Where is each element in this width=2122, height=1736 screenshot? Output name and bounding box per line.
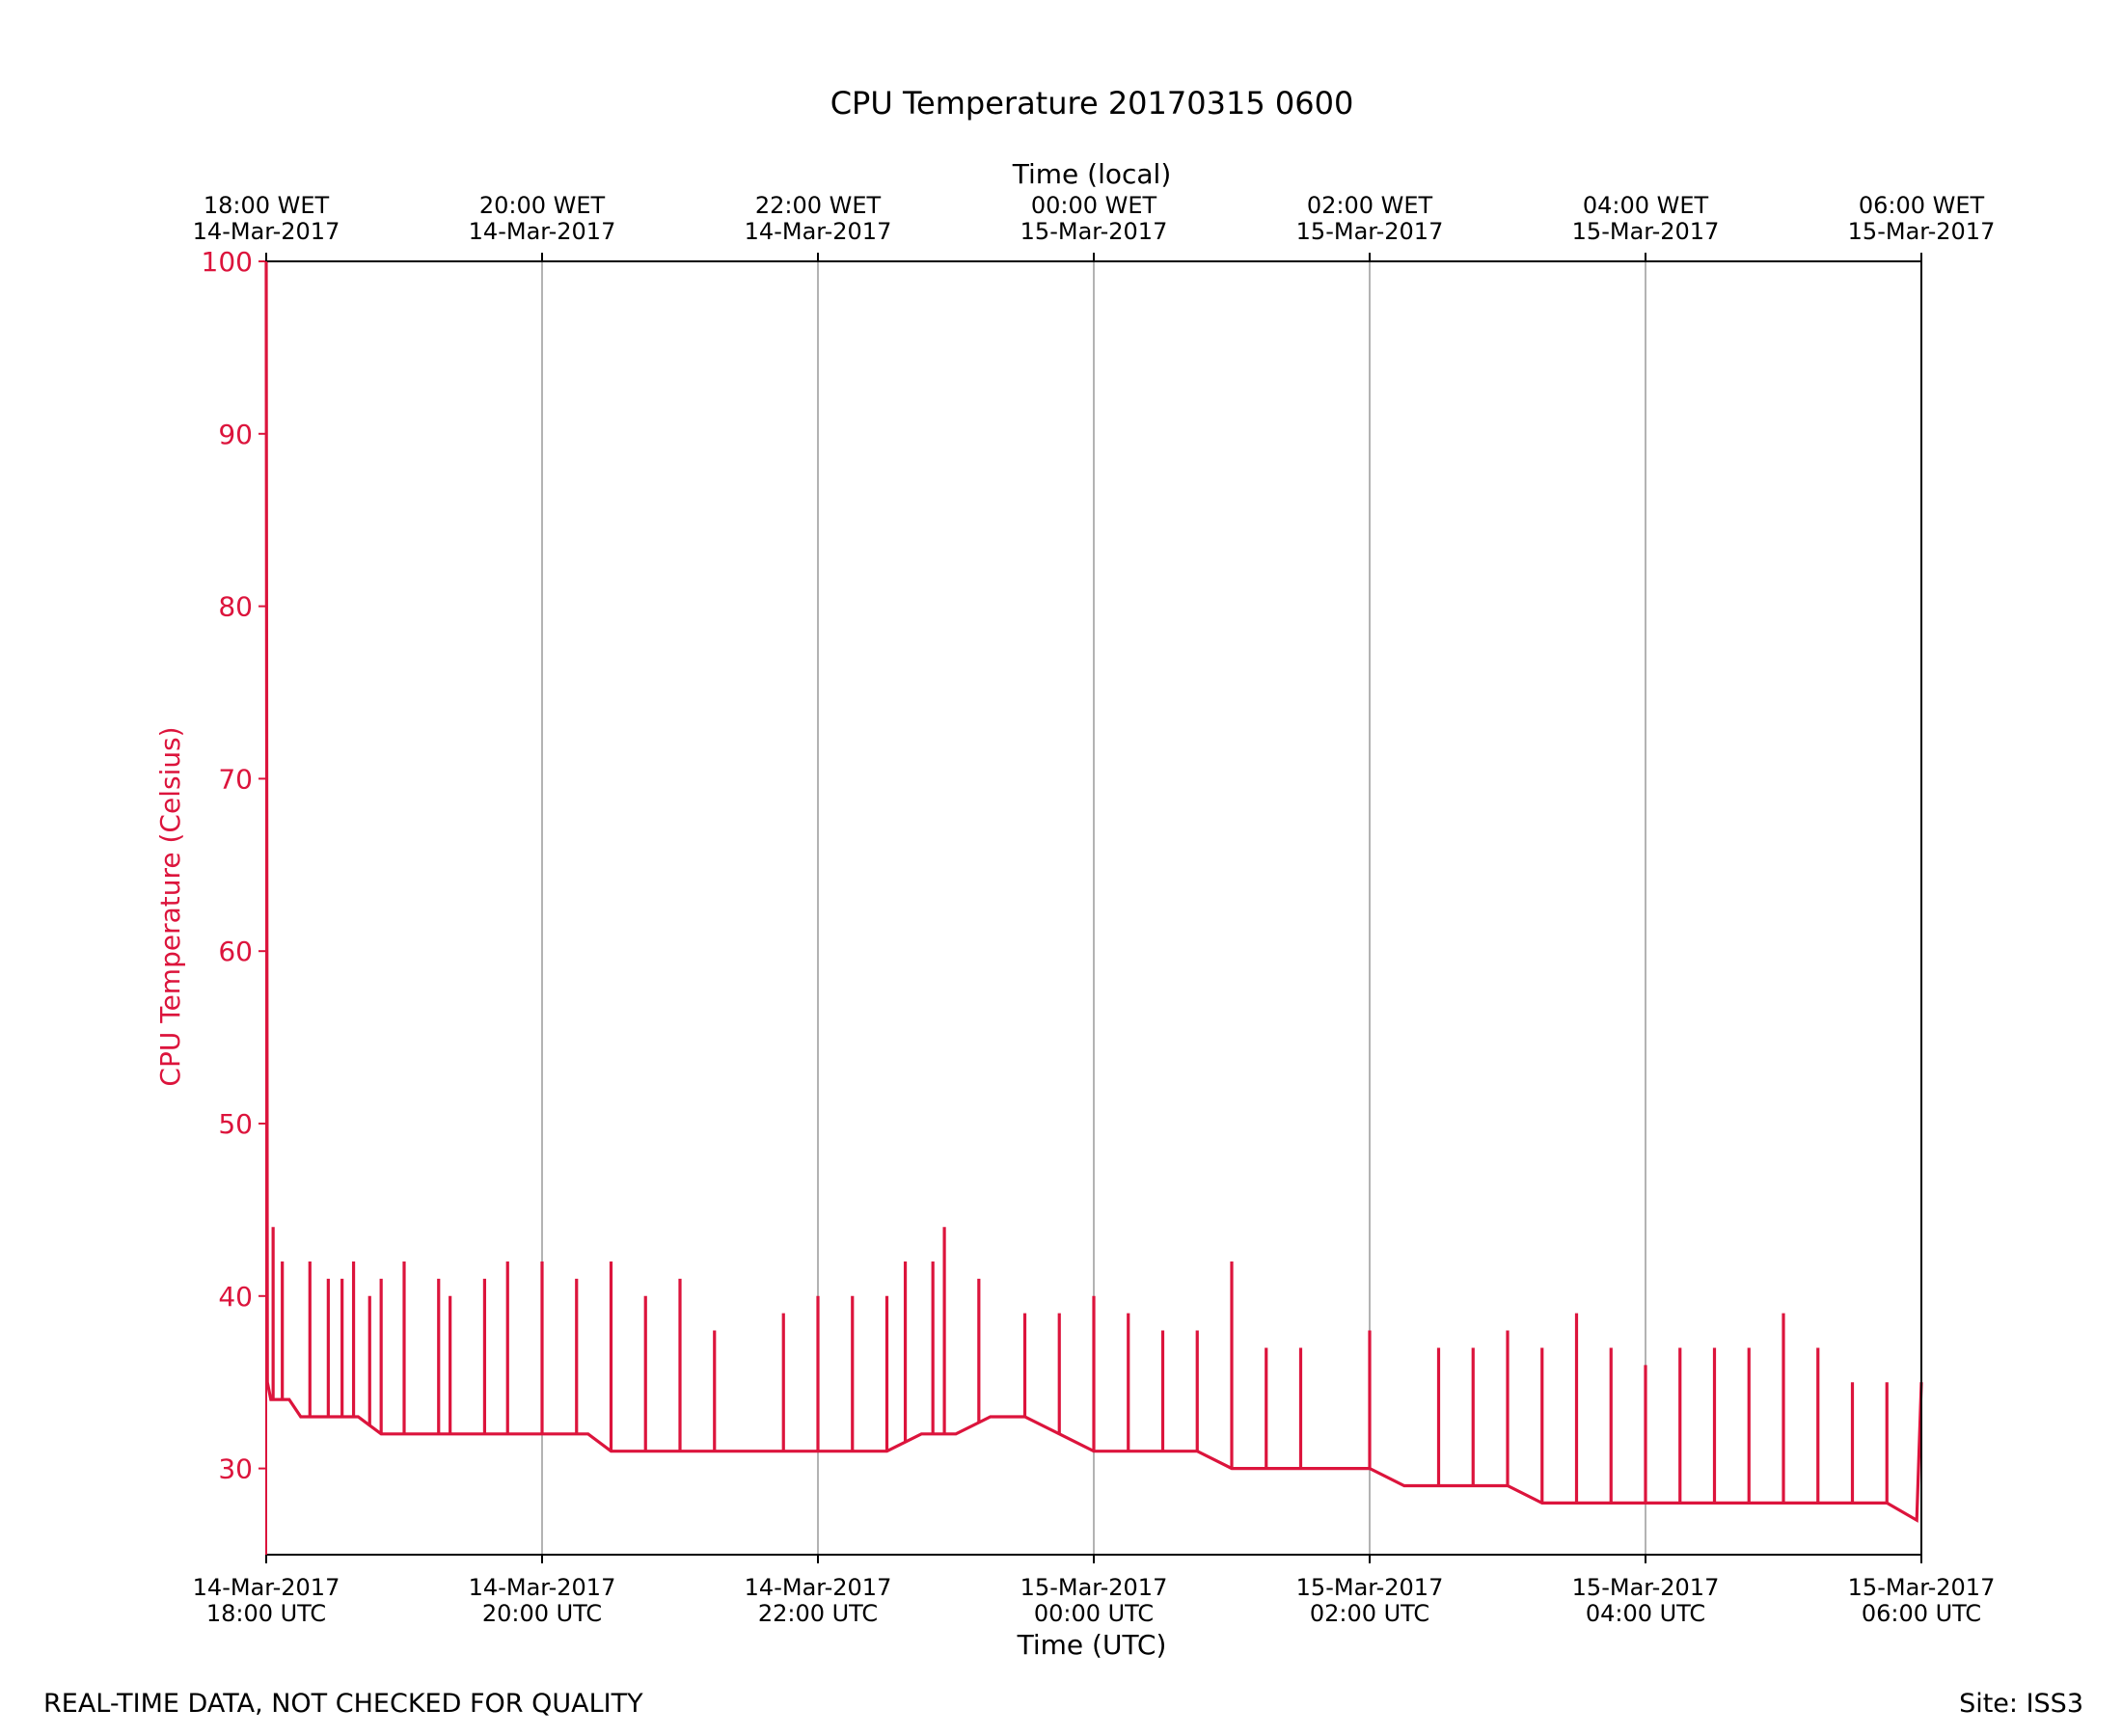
x-tick-label-top-time: 00:00 WET bbox=[1031, 192, 1157, 219]
y-tick-label: 40 bbox=[218, 1281, 253, 1313]
x-tick-label-bottom-date: 14-Mar-2017 bbox=[193, 1574, 340, 1601]
x-tick-label-bottom-date: 15-Mar-2017 bbox=[1020, 1574, 1168, 1601]
x-tick-label-bottom-time: 20:00 UTC bbox=[482, 1600, 602, 1627]
x-tick-label-bottom-date: 15-Mar-2017 bbox=[1296, 1574, 1444, 1601]
x-tick-label-top-date: 15-Mar-2017 bbox=[1848, 218, 1996, 245]
y-tick-label: 80 bbox=[218, 591, 253, 623]
y-axis-label: CPU Temperature (Celsius) bbox=[154, 726, 186, 1086]
x-tick-label-top-date: 15-Mar-2017 bbox=[1020, 218, 1168, 245]
site-label: Site: ISS3 bbox=[1959, 1689, 2083, 1719]
x-tick-label-bottom-date: 14-Mar-2017 bbox=[469, 1574, 616, 1601]
x-tick-label-top-time: 04:00 WET bbox=[1583, 192, 1709, 219]
x-tick-label-bottom-time: 06:00 UTC bbox=[1862, 1600, 1981, 1627]
x-tick-label-top-time: 22:00 WET bbox=[755, 192, 882, 219]
y-tick-label: 60 bbox=[218, 936, 253, 967]
x-tick-label-top-time: 18:00 WET bbox=[204, 192, 330, 219]
bottom-axis-label: Time (UTC) bbox=[1017, 1629, 1167, 1661]
y-tick-label: 90 bbox=[218, 419, 253, 450]
x-tick-label-bottom-time: 22:00 UTC bbox=[758, 1600, 878, 1627]
x-tick-label-bottom-time: 18:00 UTC bbox=[206, 1600, 326, 1627]
x-tick-label-bottom-date: 15-Mar-2017 bbox=[1572, 1574, 1720, 1601]
y-tick-label: 100 bbox=[202, 246, 253, 278]
x-tick-label-top-date: 14-Mar-2017 bbox=[469, 218, 616, 245]
x-tick-label-top-date: 15-Mar-2017 bbox=[1572, 218, 1720, 245]
y-tick-label: 50 bbox=[218, 1108, 253, 1140]
x-tick-label-top-time: 20:00 WET bbox=[479, 192, 606, 219]
x-tick-label-top-time: 06:00 WET bbox=[1859, 192, 1985, 219]
y-tick-label: 30 bbox=[218, 1453, 253, 1485]
x-tick-label-top-time: 02:00 WET bbox=[1307, 192, 1433, 219]
series-line bbox=[264, 260, 1923, 1523]
quality-disclaimer: REAL-TIME DATA, NOT CHECKED FOR QUALITY bbox=[43, 1689, 643, 1719]
x-tick-label-bottom-time: 00:00 UTC bbox=[1034, 1600, 1154, 1627]
x-tick-label-top-date: 14-Mar-2017 bbox=[745, 218, 892, 245]
x-tick-label-bottom-date: 15-Mar-2017 bbox=[1848, 1574, 1996, 1601]
x-tick-label-bottom-time: 04:00 UTC bbox=[1586, 1600, 1705, 1627]
x-tick-label-bottom-time: 02:00 UTC bbox=[1310, 1600, 1429, 1627]
top-axis-label: Time (local) bbox=[1012, 158, 1172, 190]
x-tick-label-top-date: 15-Mar-2017 bbox=[1296, 218, 1444, 245]
y-tick-label: 70 bbox=[218, 763, 253, 795]
x-tick-label-top-date: 14-Mar-2017 bbox=[193, 218, 340, 245]
series-layer bbox=[264, 260, 1923, 1523]
x-tick-label-bottom-date: 14-Mar-2017 bbox=[745, 1574, 892, 1601]
chart-title: CPU Temperature 20170315 0600 bbox=[830, 85, 1354, 122]
